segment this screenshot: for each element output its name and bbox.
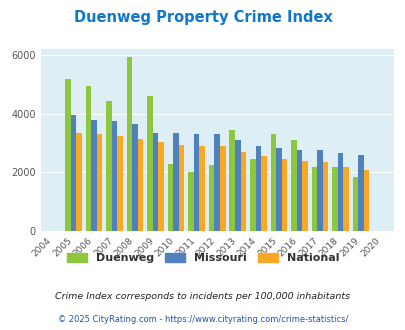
Bar	[111, 121, 117, 231]
Bar	[270, 134, 275, 231]
Bar	[138, 139, 143, 231]
Bar	[76, 133, 81, 231]
Bar	[229, 130, 234, 231]
Text: Crime Index corresponds to incidents per 100,000 inhabitants: Crime Index corresponds to incidents per…	[55, 292, 350, 301]
Text: © 2025 CityRating.com - https://www.cityrating.com/crime-statistics/: © 2025 CityRating.com - https://www.city…	[58, 315, 347, 324]
Bar	[234, 140, 240, 231]
Bar	[337, 153, 342, 231]
Bar	[281, 159, 286, 231]
Bar	[357, 155, 363, 231]
Bar	[240, 152, 245, 231]
Bar	[296, 150, 301, 231]
Bar	[322, 162, 327, 231]
Bar	[70, 115, 76, 231]
Bar	[91, 120, 96, 231]
Bar	[65, 79, 70, 231]
Bar	[220, 146, 225, 231]
Bar	[255, 146, 260, 231]
Bar	[311, 167, 316, 231]
Bar	[214, 134, 220, 231]
Bar	[194, 134, 199, 231]
Bar	[199, 146, 205, 231]
Text: Duenweg Property Crime Index: Duenweg Property Crime Index	[73, 10, 332, 25]
Bar	[126, 57, 132, 231]
Bar	[342, 167, 348, 231]
Bar	[96, 134, 102, 231]
Bar	[188, 173, 194, 231]
Bar	[316, 150, 322, 231]
Bar	[275, 148, 281, 231]
Bar	[331, 167, 337, 231]
Bar	[363, 170, 369, 231]
Bar	[85, 86, 91, 231]
Bar	[290, 140, 296, 231]
Bar	[173, 133, 179, 231]
Bar	[152, 133, 158, 231]
Bar	[117, 136, 123, 231]
Bar	[301, 161, 307, 231]
Bar	[209, 165, 214, 231]
Bar	[147, 96, 152, 231]
Bar	[260, 156, 266, 231]
Bar	[132, 124, 138, 231]
Bar	[106, 101, 111, 231]
Bar	[249, 159, 255, 231]
Legend: Duenweg, Missouri, National: Duenweg, Missouri, National	[62, 248, 343, 268]
Bar	[352, 177, 357, 231]
Bar	[167, 164, 173, 231]
Bar	[179, 145, 184, 231]
Bar	[158, 142, 164, 231]
